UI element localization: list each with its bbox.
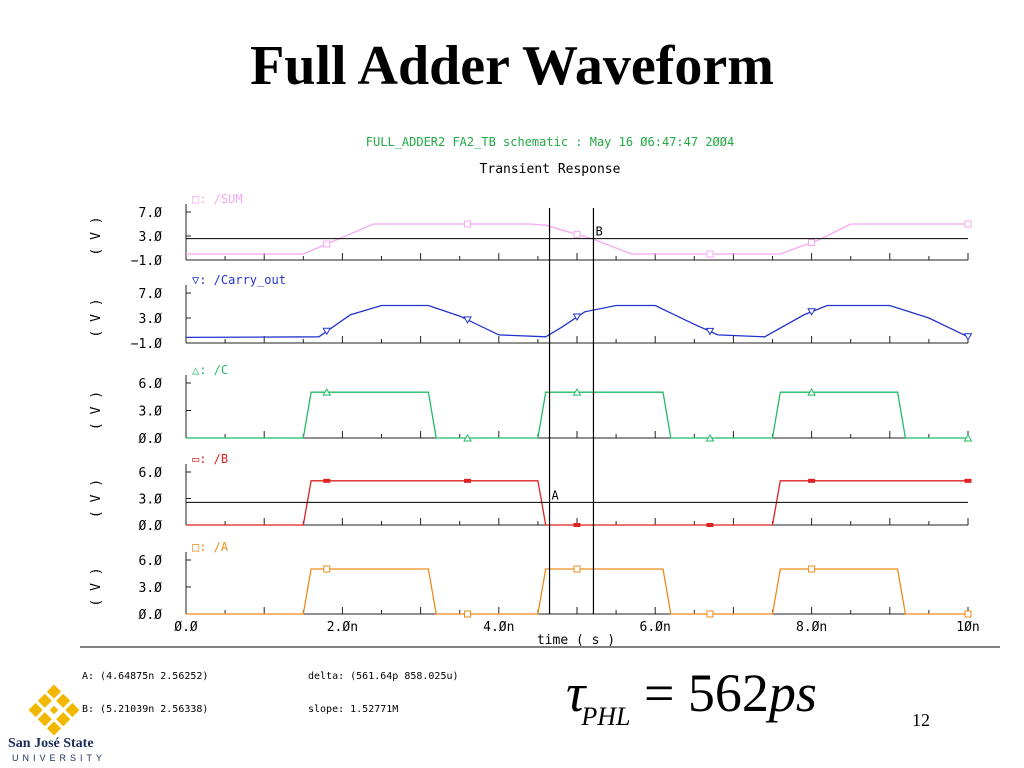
- x-tick-label: 4.Øn: [483, 620, 514, 635]
- series-marker-a: [323, 565, 331, 573]
- series-marker-c: [807, 388, 816, 396]
- series-marker-b: [573, 523, 581, 527]
- y-tick-label-carry_out: −1.Ø: [131, 337, 162, 352]
- series-marker-a: [964, 610, 972, 618]
- waveform-plot: FULL_ADDER2 FA2_TB schematic : May 16 Ø6…: [80, 135, 1000, 648]
- y-axis-label-a: ( V ): [89, 567, 104, 606]
- delay-unit: ps: [768, 663, 817, 723]
- y-axis-label-b: ( V ): [89, 479, 104, 518]
- y-tick-label-carry_out: 3.Ø: [139, 312, 163, 327]
- y-tick-label-a: 6.Ø: [139, 554, 163, 569]
- y-axis-label-carry_out: ( V ): [89, 298, 104, 337]
- cursor-readout: A: (4.64875n 2.56252) B: (5.21039n 2.563…: [82, 649, 208, 726]
- series-marker-a: [706, 610, 714, 618]
- y-tick-label-sum: 3.Ø: [139, 230, 163, 245]
- delta-value: delta: (561.64p 858.025u): [308, 671, 459, 682]
- x-tick-label: 8.Øn: [796, 620, 827, 635]
- series-marker-carry_out: [572, 313, 582, 321]
- series-label-a: □: /A: [192, 540, 229, 554]
- y-tick-label-b: Ø.Ø: [139, 519, 163, 534]
- tau-subscript: PHL: [581, 702, 631, 731]
- y-tick-label-sum: −1.Ø: [131, 254, 162, 269]
- series-label-sum: □: /SUM: [192, 192, 243, 206]
- series-marker-sum: [706, 250, 714, 258]
- series-marker-sum: [323, 240, 331, 248]
- series-marker-c: [322, 388, 332, 396]
- series-marker-a: [808, 565, 816, 573]
- y-tick-label-c: Ø.Ø: [139, 432, 163, 447]
- y-tick-label-a: Ø.Ø: [139, 608, 163, 623]
- delay-value: 562: [687, 663, 769, 723]
- y-axis-label-sum: ( V ): [89, 216, 104, 255]
- x-tick-label: 2.Øn: [327, 620, 358, 635]
- cursor-b-readout: B: (5.21039n 2.56338): [82, 704, 209, 715]
- propagation-delay-formula: τPHL = 562ps: [566, 662, 817, 732]
- series-marker-b: [323, 478, 331, 483]
- x-tick-label: 1Øn: [956, 620, 979, 635]
- cursor-a-readout: A: (4.64875n 2.56252): [82, 671, 209, 682]
- series-marker-sum: [964, 220, 972, 228]
- series-line-a: [186, 568, 968, 615]
- y-axis-label-c: ( V ): [89, 391, 104, 430]
- series-marker-c: [705, 434, 715, 442]
- series-marker-b: [964, 478, 972, 483]
- cursor-label-b: B: [595, 225, 602, 239]
- series-marker-c: [463, 434, 472, 442]
- series-marker-carry_out: [807, 308, 816, 316]
- series-marker-c: [963, 434, 973, 442]
- series-label-b: ▭: /B: [192, 452, 228, 466]
- x-axis-label: time ( s ): [537, 633, 615, 648]
- x-tick-label: 6.Øn: [640, 620, 671, 635]
- series-marker-b: [808, 478, 816, 483]
- page-number: 12: [912, 710, 930, 730]
- y-tick-label-b: 3.Ø: [139, 493, 163, 508]
- equals-sign: =: [643, 663, 675, 723]
- series-marker-carry_out: [963, 333, 973, 341]
- series-marker-a: [573, 565, 581, 573]
- series-marker-carry_out: [322, 327, 332, 336]
- chart-header: FULL_ADDER2 FA2_TB schematic : May 16 Ø6…: [366, 135, 734, 149]
- y-tick-label-c: 6.Ø: [139, 377, 163, 392]
- y-tick-label-c: 3.Ø: [139, 405, 163, 420]
- series-line-carry_out: [185, 304, 969, 339]
- y-tick-label-sum: 7.Ø: [139, 206, 163, 221]
- y-tick-label-carry_out: 7.Ø: [139, 287, 163, 302]
- university-logo-icon: [28, 684, 80, 736]
- y-tick-label-b: 6.Ø: [139, 466, 163, 481]
- y-tick-label-a: 3.Ø: [139, 581, 163, 596]
- slope-value: slope: 1.52771M: [308, 704, 399, 715]
- series-label-c: △: /C: [192, 363, 228, 377]
- series-marker-sum: [464, 220, 472, 228]
- series-marker-carry_out: [463, 316, 472, 324]
- x-tick-label: Ø.Ø: [174, 620, 198, 635]
- logo-name: San José State: [8, 736, 94, 751]
- delta-readout: delta: (561.64p 858.025u) slope: 1.52771…: [308, 649, 459, 726]
- series-marker-c: [572, 388, 582, 396]
- tau-symbol: τ: [566, 663, 586, 723]
- series-marker-b: [464, 478, 472, 483]
- series-line-c: [186, 391, 968, 439]
- series-label-carry_out: ▽: /Carry_out: [192, 273, 286, 287]
- series-marker-a: [464, 610, 472, 618]
- logo-subname: UNIVERSITY: [12, 753, 107, 763]
- series-marker-b: [706, 523, 714, 527]
- cursor-label-a: A: [552, 488, 560, 502]
- series-line-b: [186, 480, 968, 526]
- series-marker-sum: [573, 230, 581, 238]
- slide-title: Full Adder Waveform: [250, 35, 774, 97]
- series-marker-sum: [808, 238, 816, 246]
- chart-title: Transient Response: [480, 162, 621, 177]
- series-marker-carry_out: [705, 327, 715, 336]
